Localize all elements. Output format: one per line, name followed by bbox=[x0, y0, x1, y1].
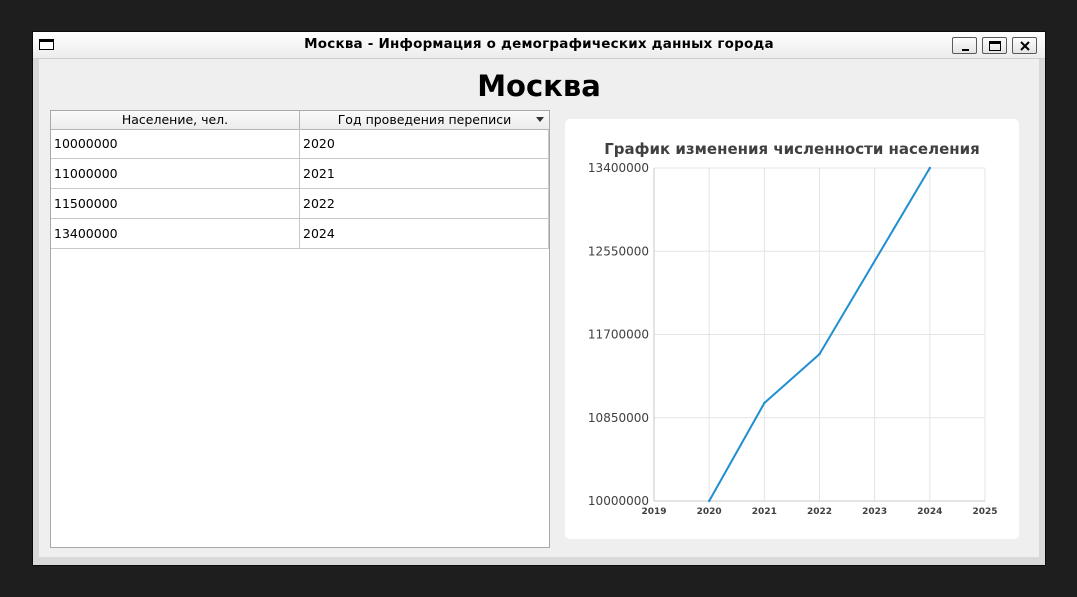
column-header-population[interactable]: Население, чел. bbox=[51, 111, 300, 129]
chart-x-tick-label: 2019 bbox=[641, 507, 666, 517]
year-cell[interactable]: 2022 bbox=[300, 189, 549, 218]
table-row[interactable]: 13400000 2024 bbox=[51, 219, 549, 249]
chart-x-tick-label: 2025 bbox=[972, 507, 997, 517]
chart-canvas: График изменения численности населения 20… bbox=[588, 140, 998, 517]
table-row[interactable]: 11500000 2022 bbox=[51, 189, 549, 219]
minimize-icon bbox=[962, 49, 969, 51]
chart-x-tick-label: 2022 bbox=[807, 507, 832, 517]
city-heading: Москва bbox=[477, 69, 601, 103]
chart-title: График изменения численности населения bbox=[604, 140, 980, 158]
chart-x-tick-label: 2021 bbox=[752, 507, 777, 517]
chart-data-point bbox=[707, 499, 711, 503]
close-button[interactable] bbox=[1012, 37, 1037, 54]
app-window: Москва - Информация о демографических да… bbox=[33, 32, 1045, 565]
chart-data-point bbox=[763, 401, 766, 405]
column-header-census-year-label: Год проведения переписи bbox=[337, 112, 512, 127]
sort-descending-icon bbox=[536, 117, 544, 122]
chart-y-tick-label: 10000000 bbox=[588, 494, 649, 508]
table-row[interactable]: 11000000 2021 bbox=[51, 159, 549, 189]
minimize-button[interactable] bbox=[952, 37, 977, 54]
year-cell[interactable]: 2020 bbox=[300, 129, 549, 158]
close-icon bbox=[1020, 41, 1030, 51]
maximize-button[interactable] bbox=[982, 37, 1007, 54]
year-cell[interactable]: 2021 bbox=[300, 159, 549, 188]
chart-x-tick-label: 2023 bbox=[862, 507, 887, 517]
window-content: Москва Население, чел. Год проведения пе… bbox=[39, 59, 1039, 557]
population-cell[interactable]: 11500000 bbox=[51, 189, 300, 218]
table-row[interactable]: 10000000 2020 bbox=[51, 129, 549, 159]
window-icon[interactable] bbox=[39, 39, 54, 50]
year-cell[interactable]: 2024 bbox=[300, 219, 549, 248]
window-title: Москва - Информация о демографических да… bbox=[304, 36, 774, 52]
maximize-icon bbox=[989, 41, 1001, 51]
population-cell[interactable]: 10000000 bbox=[51, 129, 300, 158]
population-cell[interactable]: 13400000 bbox=[51, 219, 300, 248]
chart-x-tick-label: 2024 bbox=[917, 507, 942, 517]
chart-series-line bbox=[708, 167, 931, 502]
population-cell[interactable]: 11000000 bbox=[51, 159, 300, 188]
chart-y-tick-label: 13400000 bbox=[588, 161, 649, 175]
chart-x-tick-label: 2020 bbox=[697, 507, 722, 517]
chart-y-tick-label: 12550000 bbox=[588, 244, 649, 258]
chart-data-point bbox=[818, 352, 821, 356]
title-bar[interactable]: Москва - Информация о демографических да… bbox=[33, 32, 1045, 59]
population-chart: График изменения численности населения 20… bbox=[565, 119, 1019, 539]
column-header-census-year[interactable]: Год проведения переписи bbox=[300, 111, 549, 129]
census-table[interactable]: Население, чел. Год проведения переписи … bbox=[50, 110, 550, 548]
chart-y-tick-label: 11700000 bbox=[588, 328, 649, 342]
chart-data-point bbox=[928, 166, 932, 170]
table-header: Население, чел. Год проведения переписи bbox=[51, 111, 549, 130]
chart-y-tick-label: 10850000 bbox=[588, 411, 649, 425]
